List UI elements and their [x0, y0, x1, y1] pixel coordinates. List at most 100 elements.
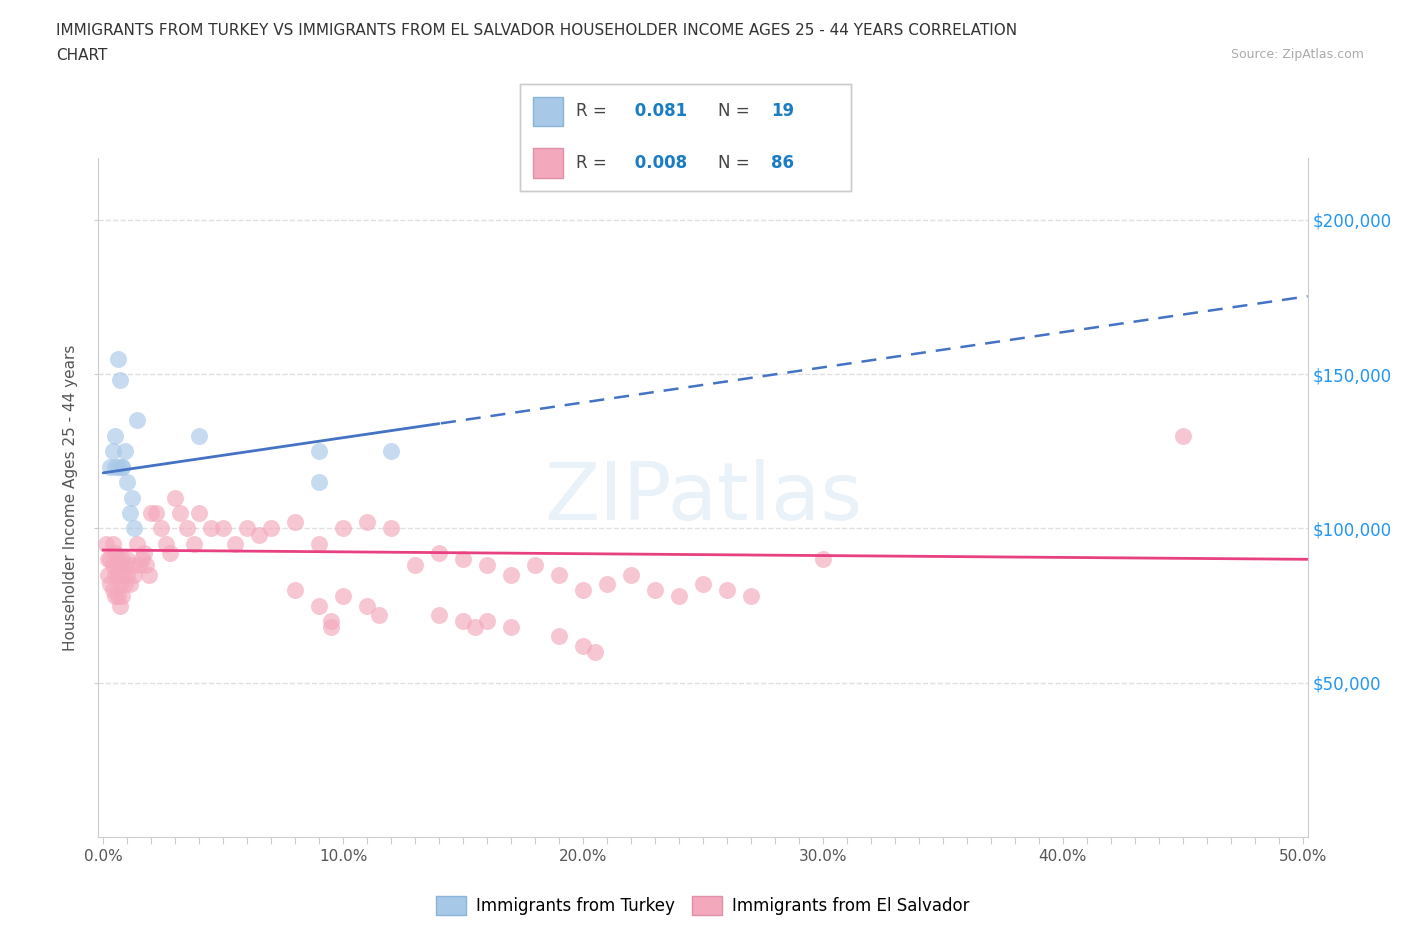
- Point: [308, 444, 330, 458]
- Point: [308, 474, 330, 489]
- Point: [356, 515, 378, 530]
- Point: [121, 490, 143, 505]
- Text: ZIPatlas: ZIPatlas: [544, 458, 862, 537]
- Text: 86: 86: [772, 154, 794, 172]
- Point: [115, 551, 138, 566]
- Point: [108, 558, 131, 573]
- Point: [118, 577, 141, 591]
- Point: [101, 444, 124, 458]
- Point: [427, 607, 450, 622]
- Text: R =: R =: [576, 154, 613, 172]
- Point: [499, 619, 522, 634]
- Point: [668, 589, 690, 604]
- Point: [596, 577, 619, 591]
- Text: Source: ZipAtlas.com: Source: ZipAtlas.com: [1230, 48, 1364, 61]
- Point: [111, 459, 134, 474]
- Text: 0.081: 0.081: [630, 102, 688, 120]
- Point: [128, 558, 150, 573]
- Point: [356, 598, 378, 613]
- Point: [104, 429, 127, 444]
- Point: [135, 558, 157, 573]
- Point: [159, 546, 181, 561]
- Point: [138, 567, 160, 582]
- Point: [380, 521, 402, 536]
- Point: [368, 607, 391, 622]
- Point: [101, 583, 124, 598]
- FancyBboxPatch shape: [533, 148, 564, 178]
- Point: [451, 614, 474, 629]
- Point: [740, 589, 762, 604]
- Text: N =: N =: [718, 102, 755, 120]
- Point: [308, 598, 330, 613]
- Point: [200, 521, 222, 536]
- Text: IMMIGRANTS FROM TURKEY VS IMMIGRANTS FROM EL SALVADOR HOUSEHOLDER INCOME AGES 25: IMMIGRANTS FROM TURKEY VS IMMIGRANTS FRO…: [56, 23, 1018, 38]
- Point: [124, 521, 146, 536]
- Point: [141, 506, 163, 521]
- Point: [464, 619, 486, 634]
- Text: CHART: CHART: [56, 48, 108, 63]
- Point: [108, 598, 131, 613]
- Point: [236, 521, 259, 536]
- Point: [104, 589, 127, 604]
- Point: [107, 551, 129, 566]
- Point: [224, 537, 246, 551]
- Point: [427, 546, 450, 561]
- Point: [716, 583, 738, 598]
- Point: [183, 537, 205, 551]
- Point: [108, 373, 131, 388]
- Point: [108, 577, 131, 591]
- Point: [188, 506, 211, 521]
- Point: [107, 589, 129, 604]
- Point: [644, 583, 666, 598]
- FancyBboxPatch shape: [533, 97, 564, 126]
- Point: [107, 459, 129, 474]
- Point: [149, 521, 172, 536]
- Point: [321, 614, 343, 629]
- Point: [811, 551, 834, 566]
- Point: [284, 515, 307, 530]
- Point: [107, 567, 129, 582]
- Text: R =: R =: [576, 102, 613, 120]
- Point: [111, 551, 134, 566]
- Point: [114, 577, 136, 591]
- Point: [104, 459, 127, 474]
- Point: [104, 567, 127, 582]
- Point: [548, 567, 571, 582]
- Text: 19: 19: [772, 102, 794, 120]
- Text: 0.008: 0.008: [630, 154, 688, 172]
- Point: [118, 506, 141, 521]
- Point: [451, 551, 474, 566]
- Point: [572, 583, 595, 598]
- Point: [332, 589, 354, 604]
- Point: [212, 521, 235, 536]
- Point: [111, 589, 134, 604]
- Point: [111, 567, 134, 582]
- Point: [132, 546, 155, 561]
- Point: [475, 558, 498, 573]
- Point: [583, 644, 606, 659]
- Point: [100, 459, 122, 474]
- Point: [284, 583, 307, 598]
- Point: [572, 638, 595, 653]
- Point: [332, 521, 354, 536]
- Point: [188, 429, 211, 444]
- Y-axis label: Householder Income Ages 25 - 44 years: Householder Income Ages 25 - 44 years: [63, 344, 79, 651]
- Point: [176, 521, 198, 536]
- Point: [692, 577, 714, 591]
- Point: [620, 567, 643, 582]
- Point: [131, 551, 153, 566]
- Point: [308, 537, 330, 551]
- Legend: Immigrants from Turkey, Immigrants from El Salvador: Immigrants from Turkey, Immigrants from …: [429, 888, 977, 923]
- Point: [111, 459, 134, 474]
- Point: [499, 567, 522, 582]
- Point: [107, 352, 129, 366]
- Point: [260, 521, 283, 536]
- Point: [97, 551, 120, 566]
- Point: [104, 546, 127, 561]
- Point: [321, 619, 343, 634]
- Point: [114, 444, 136, 458]
- Point: [101, 537, 124, 551]
- Point: [165, 490, 187, 505]
- Point: [169, 506, 191, 521]
- Point: [1171, 429, 1194, 444]
